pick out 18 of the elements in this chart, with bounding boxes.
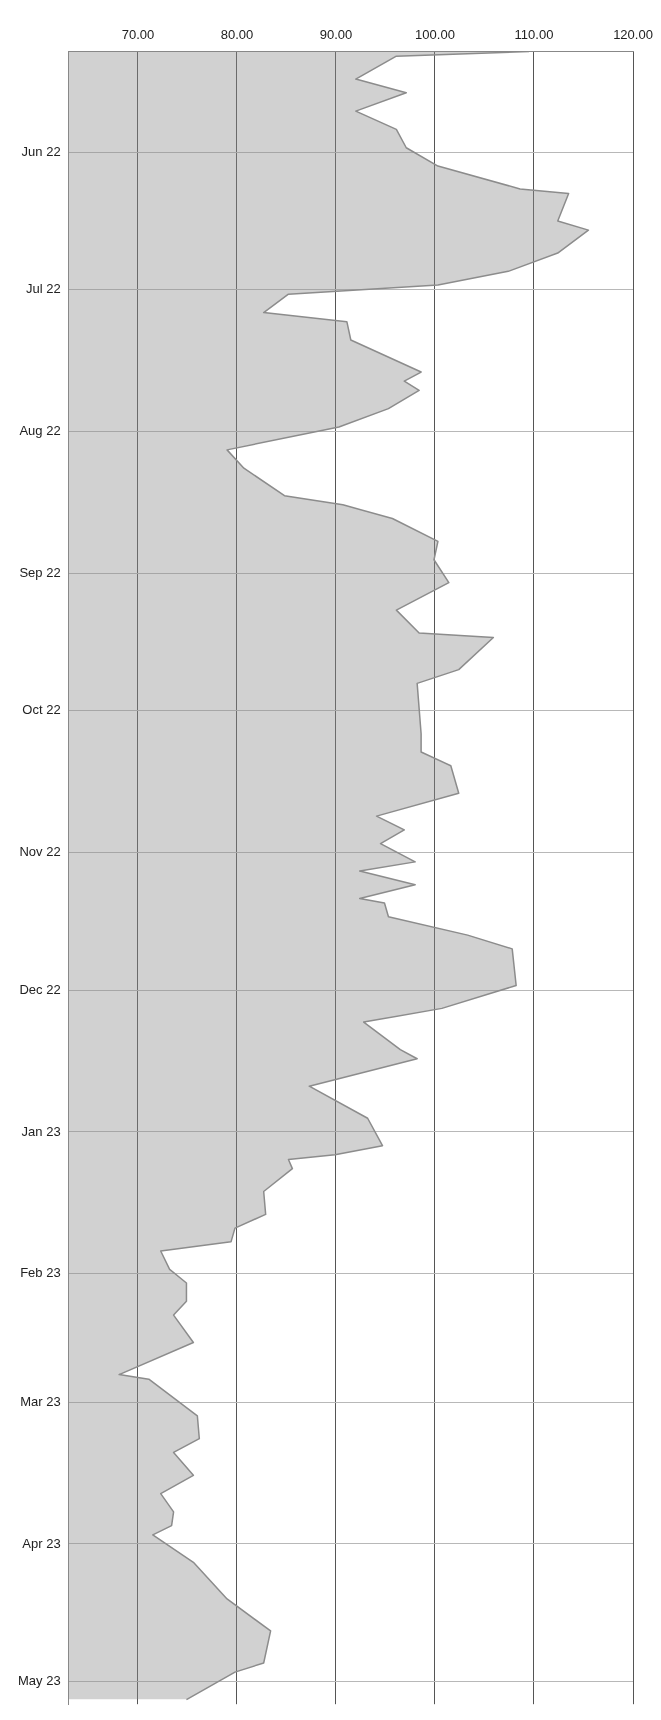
y-tick-label: Oct 22 xyxy=(22,702,61,718)
x-tick-label: 120.00 xyxy=(613,27,653,43)
y-tick-label: Feb 23 xyxy=(20,1265,61,1281)
y-tick-label: Jan 23 xyxy=(21,1123,61,1139)
x-tick-label: 100.00 xyxy=(415,27,455,43)
x-tick-label: 80.00 xyxy=(220,27,254,43)
y-tick-label: Dec 22 xyxy=(19,981,61,997)
y-tick-label: Apr 23 xyxy=(22,1535,61,1551)
y-tick-label: May 23 xyxy=(17,1672,61,1688)
y-tick-label: Mar 23 xyxy=(20,1393,61,1409)
x-tick-label: 110.00 xyxy=(514,27,554,43)
x-tick-label: 70.00 xyxy=(121,27,155,43)
y-tick-label: Jun 22 xyxy=(21,143,61,159)
y-tick-label: Sep 22 xyxy=(19,565,61,581)
y-tick-label: Jul 22 xyxy=(25,281,61,297)
y-tick-label: Nov 22 xyxy=(19,844,61,860)
x-tick-label: 90.00 xyxy=(319,27,353,43)
y-tick-label: Aug 22 xyxy=(19,423,61,439)
